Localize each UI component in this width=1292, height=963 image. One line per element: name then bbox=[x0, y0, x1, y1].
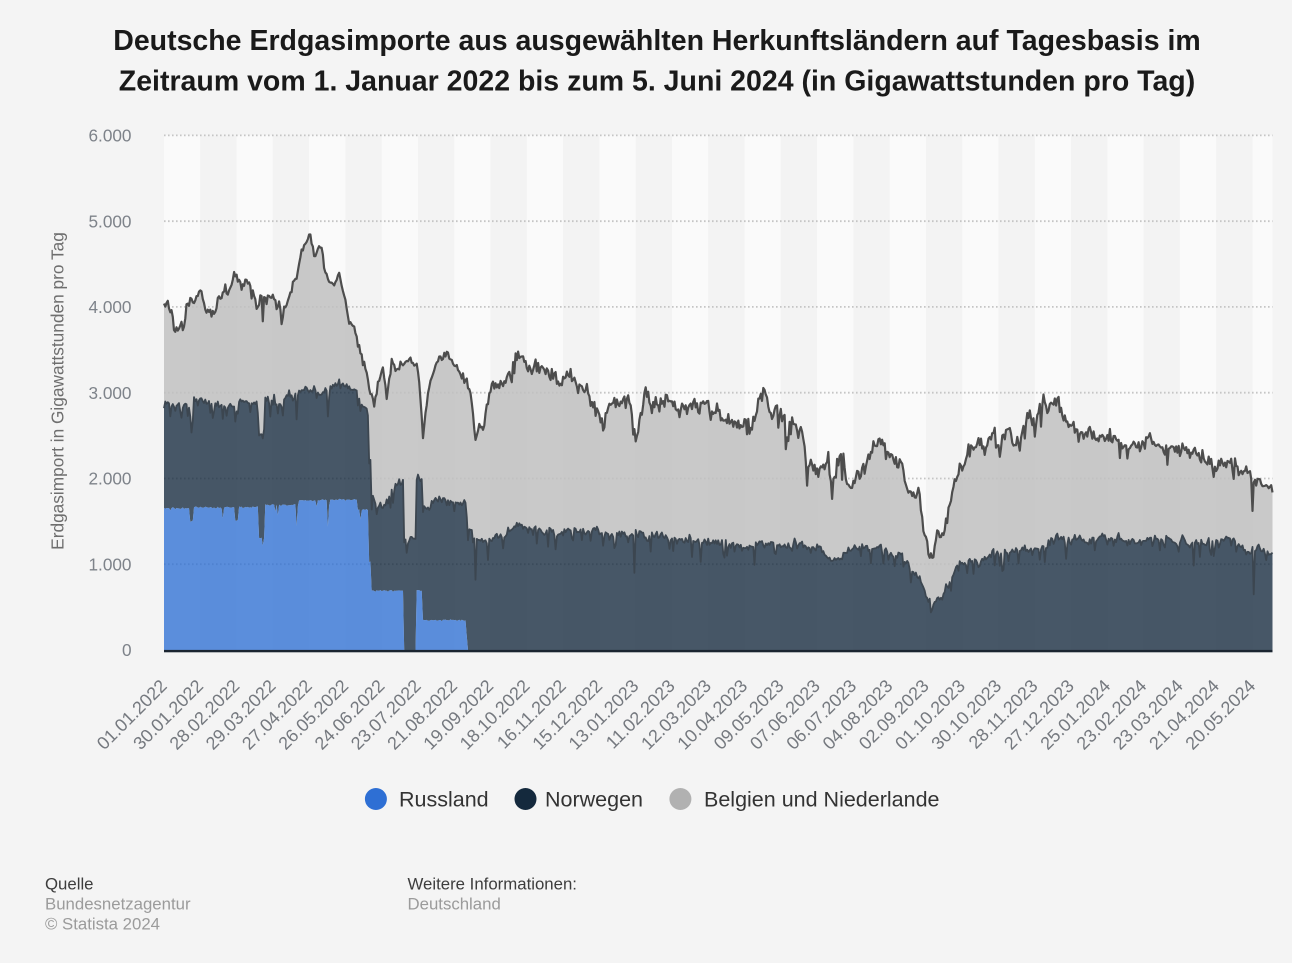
svg-text:© Statista 2024: © Statista 2024 bbox=[45, 915, 160, 934]
svg-text:0: 0 bbox=[122, 640, 132, 660]
svg-text:Russland: Russland bbox=[399, 788, 489, 812]
svg-text:Quelle: Quelle bbox=[45, 875, 94, 894]
svg-text:5.000: 5.000 bbox=[88, 211, 131, 231]
svg-text:Weitere Informationen:: Weitere Informationen: bbox=[408, 875, 577, 894]
svg-text:6.000: 6.000 bbox=[88, 126, 131, 146]
svg-text:Deutsche Erdgasimporte aus aus: Deutsche Erdgasimporte aus ausgewählten … bbox=[113, 25, 1201, 57]
svg-text:Belgien und Niederlande: Belgien und Niederlande bbox=[704, 788, 939, 812]
svg-text:4.000: 4.000 bbox=[88, 297, 131, 317]
svg-text:2.000: 2.000 bbox=[88, 469, 131, 489]
svg-text:Norwegen: Norwegen bbox=[545, 788, 643, 812]
svg-text:1.000: 1.000 bbox=[88, 554, 131, 574]
svg-text:Deutschland: Deutschland bbox=[408, 895, 501, 914]
svg-text:Zeitraum vom 1. Januar 2022 bi: Zeitraum vom 1. Januar 2022 bis zum 5. J… bbox=[119, 66, 1195, 98]
svg-text:Erdgasimport in Gigawattstunde: Erdgasimport in Gigawattstunden pro Tag bbox=[48, 232, 68, 550]
svg-text:3.000: 3.000 bbox=[88, 383, 131, 403]
svg-text:Bundesnetzagentur: Bundesnetzagentur bbox=[45, 895, 191, 914]
